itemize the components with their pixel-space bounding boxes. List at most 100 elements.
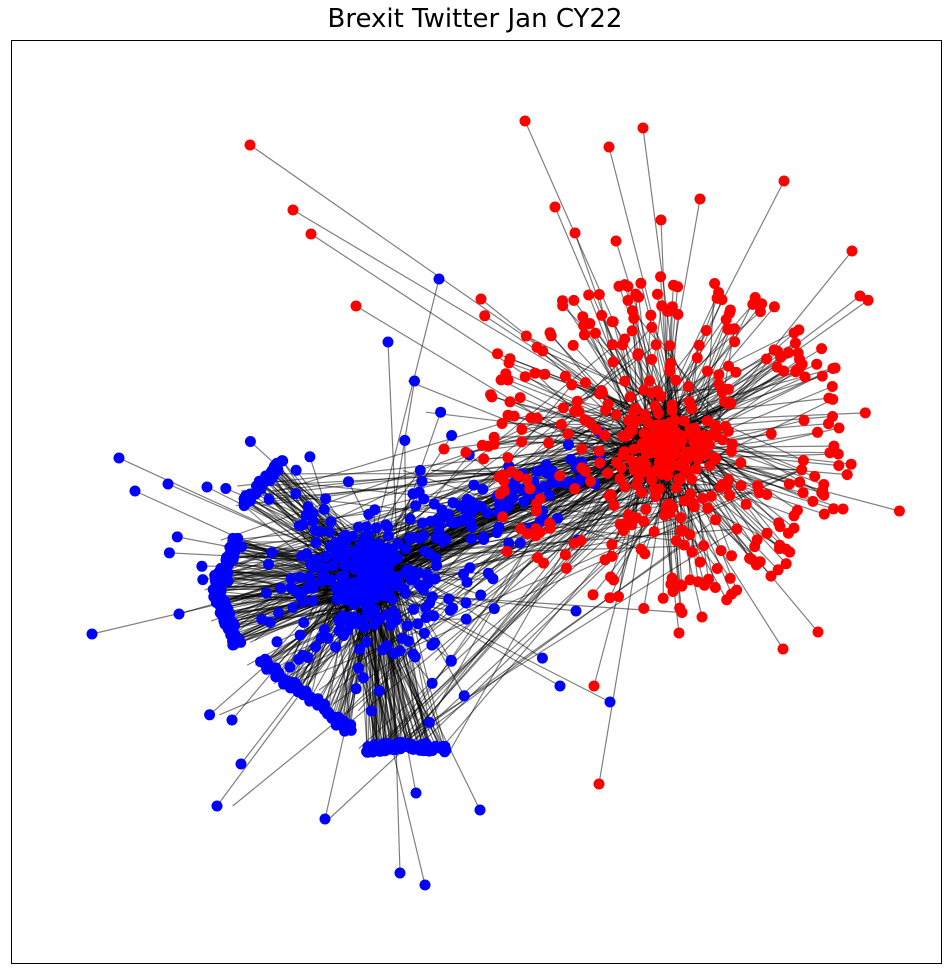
node-blue — [255, 475, 266, 487]
node-blue — [371, 552, 383, 564]
node-red — [500, 368, 512, 380]
node-blue — [552, 512, 563, 524]
node-red — [841, 469, 853, 481]
node-red — [702, 365, 713, 377]
edge — [668, 303, 763, 423]
node-red — [816, 370, 828, 382]
node-red — [790, 366, 802, 378]
node-red — [725, 397, 737, 409]
node-red — [735, 457, 747, 469]
node-blue — [244, 488, 256, 500]
node-blue — [413, 567, 425, 579]
node-red — [641, 440, 653, 451]
node-red — [589, 327, 601, 339]
node-blue — [319, 813, 331, 825]
node-red — [691, 352, 703, 364]
edge — [373, 591, 683, 614]
node-blue — [320, 493, 332, 505]
node-red — [646, 474, 658, 486]
edge — [358, 491, 643, 749]
node-blue — [331, 582, 343, 594]
node-red — [557, 295, 568, 307]
node-red — [659, 509, 671, 521]
node-red — [557, 402, 569, 414]
node-blue — [294, 571, 306, 583]
node-red — [749, 541, 761, 553]
node-blue — [317, 701, 329, 713]
node-blue — [268, 464, 280, 476]
node-blue — [290, 464, 302, 476]
node-blue — [294, 629, 306, 641]
node-red — [720, 314, 732, 325]
node-red — [287, 204, 299, 216]
node-blue — [382, 521, 394, 533]
node-red — [717, 434, 729, 446]
node-red — [711, 563, 723, 574]
node-red — [684, 574, 696, 586]
node-blue — [273, 607, 285, 619]
node-red — [648, 483, 660, 495]
node-red — [512, 470, 524, 482]
node-blue — [430, 740, 442, 752]
edge — [397, 544, 685, 748]
node-red — [516, 423, 528, 435]
node-blue — [360, 521, 372, 533]
node-blue — [343, 559, 355, 571]
node-blue — [401, 738, 413, 749]
node-blue — [285, 573, 297, 585]
node-blue — [423, 716, 435, 728]
node-blue — [304, 451, 316, 463]
node-blue — [368, 562, 380, 574]
node-red — [519, 115, 531, 127]
node-red — [664, 361, 676, 373]
node-blue — [410, 500, 422, 512]
node-blue — [325, 574, 337, 585]
node-red — [562, 428, 574, 440]
node-red — [610, 409, 622, 421]
node-blue — [383, 546, 395, 558]
node-red — [638, 384, 650, 396]
edge — [249, 144, 665, 435]
edge — [250, 392, 603, 500]
node-blue — [232, 532, 244, 544]
edge — [659, 397, 829, 418]
node-layer — [86, 115, 905, 891]
plot-area — [11, 40, 942, 964]
node-red — [596, 385, 607, 396]
node-red — [710, 514, 722, 526]
node-blue — [435, 406, 447, 418]
node-blue — [271, 636, 283, 648]
node-blue — [215, 566, 226, 577]
node-blue — [429, 637, 440, 649]
node-red — [610, 235, 622, 247]
node-blue — [565, 453, 577, 465]
node-blue — [362, 529, 374, 541]
node-blue — [357, 672, 369, 684]
node-red — [678, 495, 690, 507]
node-red — [761, 489, 773, 500]
node-red — [686, 403, 698, 415]
node-blue — [331, 593, 343, 605]
node-blue — [211, 800, 223, 812]
node-red — [837, 503, 849, 515]
node-blue — [221, 558, 233, 570]
node-red — [493, 471, 505, 483]
node-blue — [226, 714, 238, 726]
node-blue — [428, 498, 440, 510]
node-blue — [302, 652, 314, 663]
node-red — [583, 289, 595, 301]
node-blue — [278, 674, 290, 685]
node-blue — [440, 534, 452, 546]
node-red — [568, 294, 580, 306]
network-graph — [86, 115, 905, 891]
node-red — [747, 298, 759, 310]
node-red — [774, 543, 786, 554]
node-red — [651, 419, 663, 431]
node-red — [475, 293, 487, 305]
node-red — [498, 485, 510, 497]
node-blue — [426, 677, 438, 689]
node-blue — [400, 587, 412, 599]
node-blue — [543, 489, 555, 501]
node-red — [720, 420, 731, 432]
node-red — [661, 452, 673, 464]
